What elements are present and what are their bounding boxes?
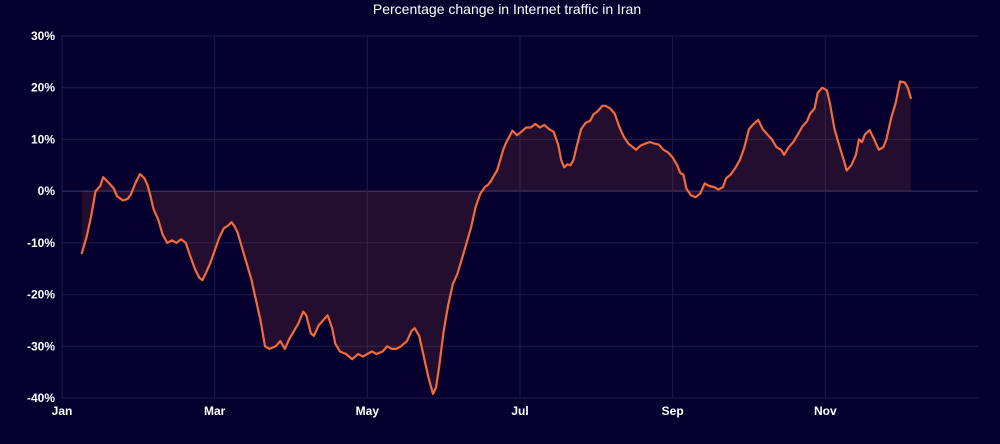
x-tick-label: Mar bbox=[204, 404, 226, 418]
area-fill bbox=[81, 81, 911, 394]
y-tick-label: 30% bbox=[31, 29, 55, 43]
x-tick-label: Jan bbox=[52, 404, 73, 418]
y-tick-label: -30% bbox=[27, 339, 55, 353]
series-line bbox=[80, 80, 912, 395]
x-tick-label: Jul bbox=[511, 404, 528, 418]
x-tick-label: Nov bbox=[814, 404, 837, 418]
y-tick-label: -20% bbox=[27, 288, 55, 302]
y-tick-label: -10% bbox=[27, 236, 55, 250]
x-tick-label: Sep bbox=[662, 404, 684, 418]
x-tick-label: May bbox=[356, 404, 380, 418]
y-tick-label: -40% bbox=[27, 391, 55, 405]
y-tick-label: 20% bbox=[31, 81, 55, 95]
y-tick-label: 10% bbox=[31, 132, 55, 146]
y-tick-label: 0% bbox=[38, 184, 56, 198]
chart-title: Percentage change in Internet traffic in… bbox=[373, 1, 641, 17]
